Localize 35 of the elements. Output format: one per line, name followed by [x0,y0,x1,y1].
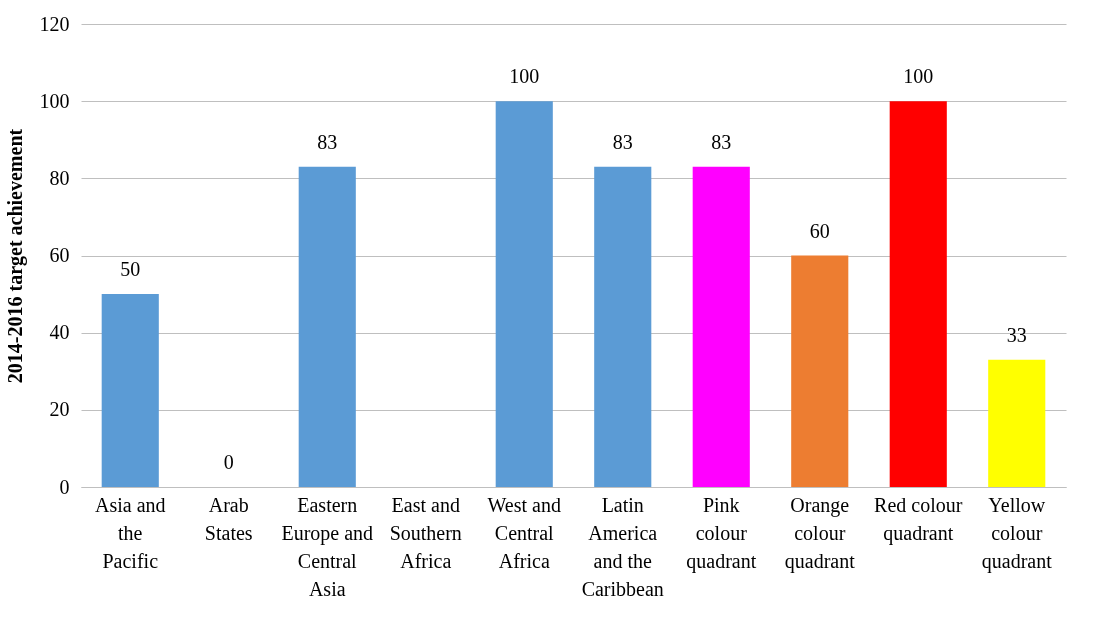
data-label: 83 [711,130,732,153]
x-tick-label: Pink colour quadrant [686,493,757,573]
y-tick-label: 120 [39,12,70,35]
data-label: 100 [903,65,934,88]
y-tick-label: 0 [59,475,70,498]
x-tick-label: West and Central Africa [487,493,561,572]
data-label: 0 [223,451,234,473]
bar [692,166,750,487]
data-label: 100 [509,65,540,88]
data-label: 83 [612,130,633,153]
y-tick-label: 100 [39,89,70,112]
bar [298,166,356,487]
x-tick-label: Yellow colour quadrant [981,493,1053,573]
y-tick-label: 60 [49,244,70,266]
x-tick-label: Asia and the Pacific [94,493,166,572]
x-tick-label: Eastern Europe and Central Asia [281,493,374,600]
y-tick-label: 20 [49,398,70,421]
x-tick-label: East and Southern Africa [389,493,462,572]
bar [594,166,652,487]
y-axis-title: 2014-2016 target achievement [3,128,27,384]
data-label: 60 [809,219,830,242]
data-label: 50 [120,258,141,281]
x-tick-label: Arab States [204,493,253,544]
data-label: 83 [317,130,338,153]
data-label: 33 [1006,323,1027,346]
x-tick-label: Latin America and the Caribbean [581,493,664,600]
x-tick-label: Orange colour quadrant [784,493,856,573]
bar [889,101,947,487]
bar [101,294,159,487]
bar [988,359,1046,487]
bar [495,101,553,487]
y-tick-label: 40 [49,321,70,344]
y-tick-label: 80 [49,166,70,189]
x-tick-label: Red colour quadrant [874,493,963,545]
bar [791,255,849,487]
